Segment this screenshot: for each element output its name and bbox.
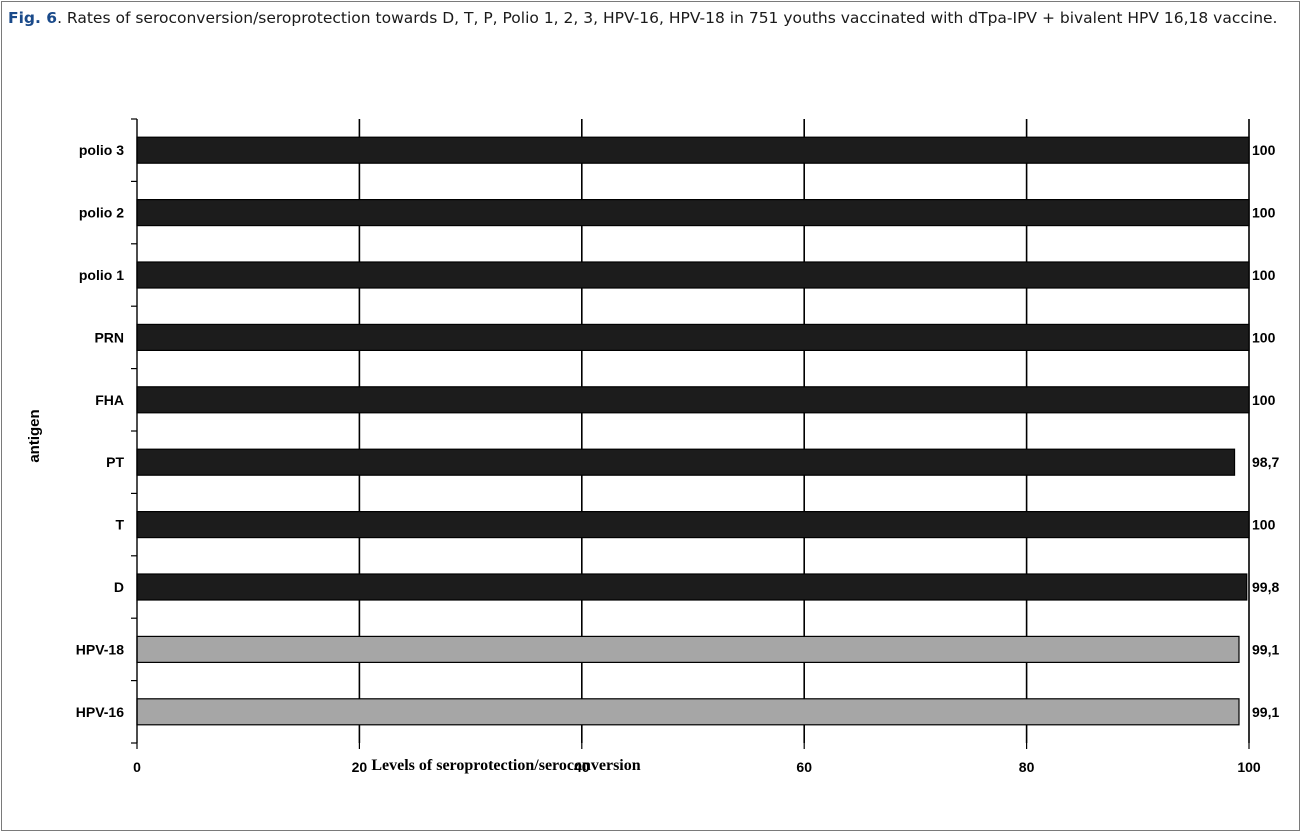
data-label: 100 [1252,142,1276,158]
data-label: 99,1 [1252,704,1279,720]
data-label: 99,1 [1252,641,1279,657]
category-label: PT [106,454,124,470]
category-label: polio 2 [79,205,124,221]
category-label: HPV-16 [76,704,124,720]
figure-caption-text: . Rates of seroconversion/seroprotection… [57,9,1278,27]
figure-caption: Fig. 6. Rates of seroconversion/seroprot… [8,8,1288,29]
bar-hpv-18 [136,635,1240,664]
category-label: T [115,517,124,533]
y-axis-title: antigen [26,409,43,462]
labels: 0 20 40 60 80 100 polio 3 100 polio 2 100 polio 1 1… [76,142,1280,775]
figure-label: Fig. 6 [8,9,58,27]
bar-pt [136,448,1236,476]
category-label: FHA [95,392,124,408]
category-label: polio 3 [79,142,124,158]
data-label: 100 [1252,205,1276,221]
category-label: D [114,579,124,595]
x-tick-label: 100 [1237,759,1261,775]
data-label: 100 [1252,267,1276,283]
data-label: 99,8 [1252,579,1279,595]
data-label: 100 [1252,392,1276,408]
data-label: 100 [1252,329,1276,345]
x-tick-label: 0 [133,759,141,775]
bar-polio-2 [136,199,1250,227]
data-label: 98,7 [1252,454,1279,470]
bar-d [136,573,1248,601]
category-label: polio 1 [79,267,124,283]
x-tick-label: 40 [574,759,590,775]
bar-hpv-16 [136,698,1240,726]
bars [136,136,1250,726]
axes [131,118,1250,749]
x-tick-label: 60 [796,759,812,775]
bar-prn [136,323,1250,351]
data-label: 100 [1252,517,1276,533]
bar-polio-3 [136,136,1250,164]
x-tick-label: 80 [1019,759,1035,775]
bar-polio-1 [136,261,1250,289]
x-axis-title: Levels of seroprotection/seroconversion [371,757,640,774]
bar-fha [136,386,1250,414]
bar-t [136,511,1250,539]
category-label: HPV-18 [76,641,124,657]
category-label: PRN [94,329,124,345]
x-tick-label: 20 [352,759,368,775]
